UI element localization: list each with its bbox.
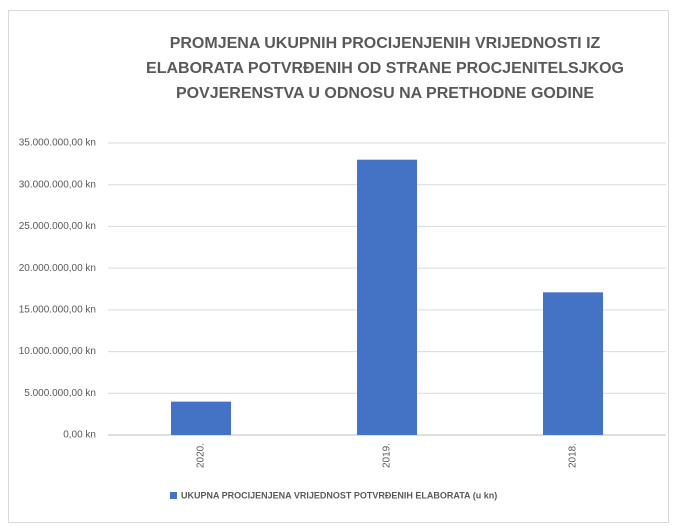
y-tick-label: 5.000.000,00 kn — [24, 388, 96, 399]
x-tick-label: 2019. — [382, 443, 393, 468]
legend-swatch — [170, 492, 177, 499]
chart-title: POVJERENSTVA U ODNOSU NA PRETHODNE GODIN… — [176, 85, 594, 102]
x-tick-label: 2020. — [196, 443, 207, 468]
y-tick-label: 35.000.000,00 kn — [19, 138, 96, 149]
y-tick-label: 0,00 kn — [63, 430, 96, 441]
bar — [357, 159, 417, 435]
chart-border — [8, 10, 669, 523]
bar — [171, 401, 231, 435]
y-tick-label: 20.000.000,00 kn — [19, 263, 96, 274]
x-tick-label: 2018. — [568, 443, 579, 468]
y-tick-label: 15.000.000,00 kn — [19, 304, 96, 315]
bar — [543, 292, 603, 435]
legend-label: UKUPNA PROCIJENJENA VRIJEDNOST POTVRĐENI… — [181, 490, 497, 500]
y-tick-label: 10.000.000,00 kn — [19, 346, 96, 357]
y-tick-label: 30.000.000,00 kn — [19, 179, 96, 190]
chart-title: PROMJENA UKUPNIH PROCIJENJENIH VRIJEDNOS… — [170, 35, 601, 52]
y-tick-label: 25.000.000,00 kn — [19, 221, 96, 232]
chart-title: ELABORATA POTVRĐENIH OD STRANE PROCJENIT… — [146, 60, 624, 77]
